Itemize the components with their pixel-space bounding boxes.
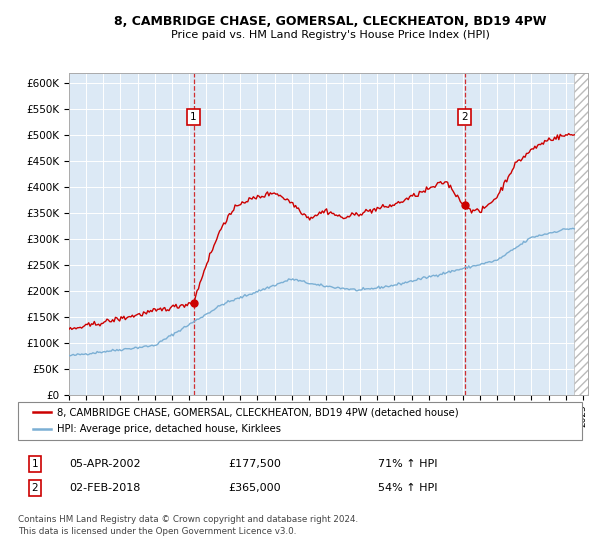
Text: 71% ↑ HPI: 71% ↑ HPI	[378, 459, 437, 469]
Text: £365,000: £365,000	[228, 483, 281, 493]
Text: 8, CAMBRIDGE CHASE, GOMERSAL, CLECKHEATON, BD19 4PW (detached house): 8, CAMBRIDGE CHASE, GOMERSAL, CLECKHEATO…	[57, 407, 458, 417]
Text: £177,500: £177,500	[228, 459, 281, 469]
Text: 1: 1	[190, 112, 197, 122]
Text: 8, CAMBRIDGE CHASE, GOMERSAL, CLECKHEATON, BD19 4PW: 8, CAMBRIDGE CHASE, GOMERSAL, CLECKHEATO…	[114, 15, 546, 28]
Text: Price paid vs. HM Land Registry's House Price Index (HPI): Price paid vs. HM Land Registry's House …	[170, 30, 490, 40]
Text: HPI: Average price, detached house, Kirklees: HPI: Average price, detached house, Kirk…	[57, 424, 281, 434]
Text: 1: 1	[31, 459, 38, 469]
Text: 2: 2	[31, 483, 38, 493]
Text: 2: 2	[461, 112, 468, 122]
Text: 54% ↑ HPI: 54% ↑ HPI	[378, 483, 437, 493]
Text: 05-APR-2002: 05-APR-2002	[69, 459, 140, 469]
Text: Contains HM Land Registry data © Crown copyright and database right 2024.: Contains HM Land Registry data © Crown c…	[18, 515, 358, 524]
Text: 02-FEB-2018: 02-FEB-2018	[69, 483, 140, 493]
Text: This data is licensed under the Open Government Licence v3.0.: This data is licensed under the Open Gov…	[18, 528, 296, 536]
